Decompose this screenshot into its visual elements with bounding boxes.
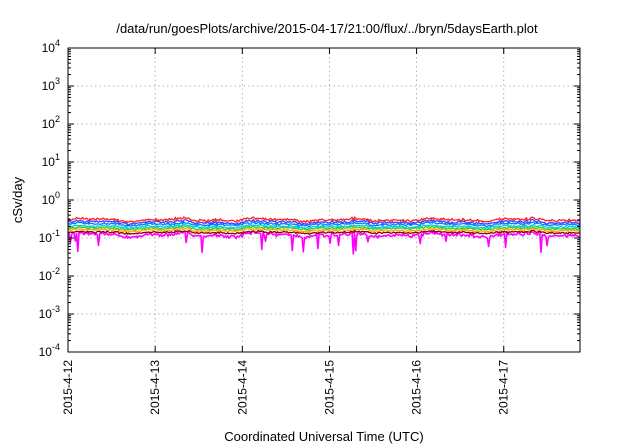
y-tick-label: 10-3 xyxy=(39,304,60,321)
grid-lines xyxy=(68,48,580,352)
chart-title: /data/run/goesPlots/archive/2015-04-17/2… xyxy=(116,21,538,36)
y-tick-label: 10-4 xyxy=(39,342,60,359)
series-line xyxy=(67,225,581,232)
x-tick-label: 2015-4-14 xyxy=(235,360,249,415)
y-tick-label: 100 xyxy=(42,190,60,207)
x-axis-label: Coordinated Universal Time (UTC) xyxy=(224,429,423,444)
y-tick-label: 103 xyxy=(42,76,60,93)
x-axis: 2015-4-12 2015-4-13 2015-4-14 2015-4-15 2015… xyxy=(61,48,511,415)
series-line xyxy=(67,216,581,224)
y-tick-label: 10-1 xyxy=(39,228,60,245)
series-line xyxy=(67,218,581,226)
x-tick-label: 2015-4-15 xyxy=(322,360,336,415)
series-group xyxy=(67,216,581,255)
series-line xyxy=(67,221,581,228)
series-line xyxy=(67,227,581,234)
x-tick-label: 2015-4-13 xyxy=(148,360,162,415)
series-line xyxy=(67,229,581,236)
x-tick-label: 2015-4-17 xyxy=(497,360,511,415)
y-tick-label: 102 xyxy=(42,114,60,131)
y-tick-label: 10-2 xyxy=(39,266,60,283)
series-line xyxy=(67,230,581,255)
x-tick-label: 2015-4-16 xyxy=(410,360,424,415)
x-tick-label: 2015-4-12 xyxy=(61,360,75,415)
y-tick-label: 101 xyxy=(42,152,60,169)
series-line xyxy=(67,223,581,230)
y-tick-label: 104 xyxy=(42,38,60,55)
y-axis-label: cSv/day xyxy=(10,176,25,223)
y-axis: 104 103 102 101 100 10-1 10-2 10-3 10-4 xyxy=(39,38,580,359)
